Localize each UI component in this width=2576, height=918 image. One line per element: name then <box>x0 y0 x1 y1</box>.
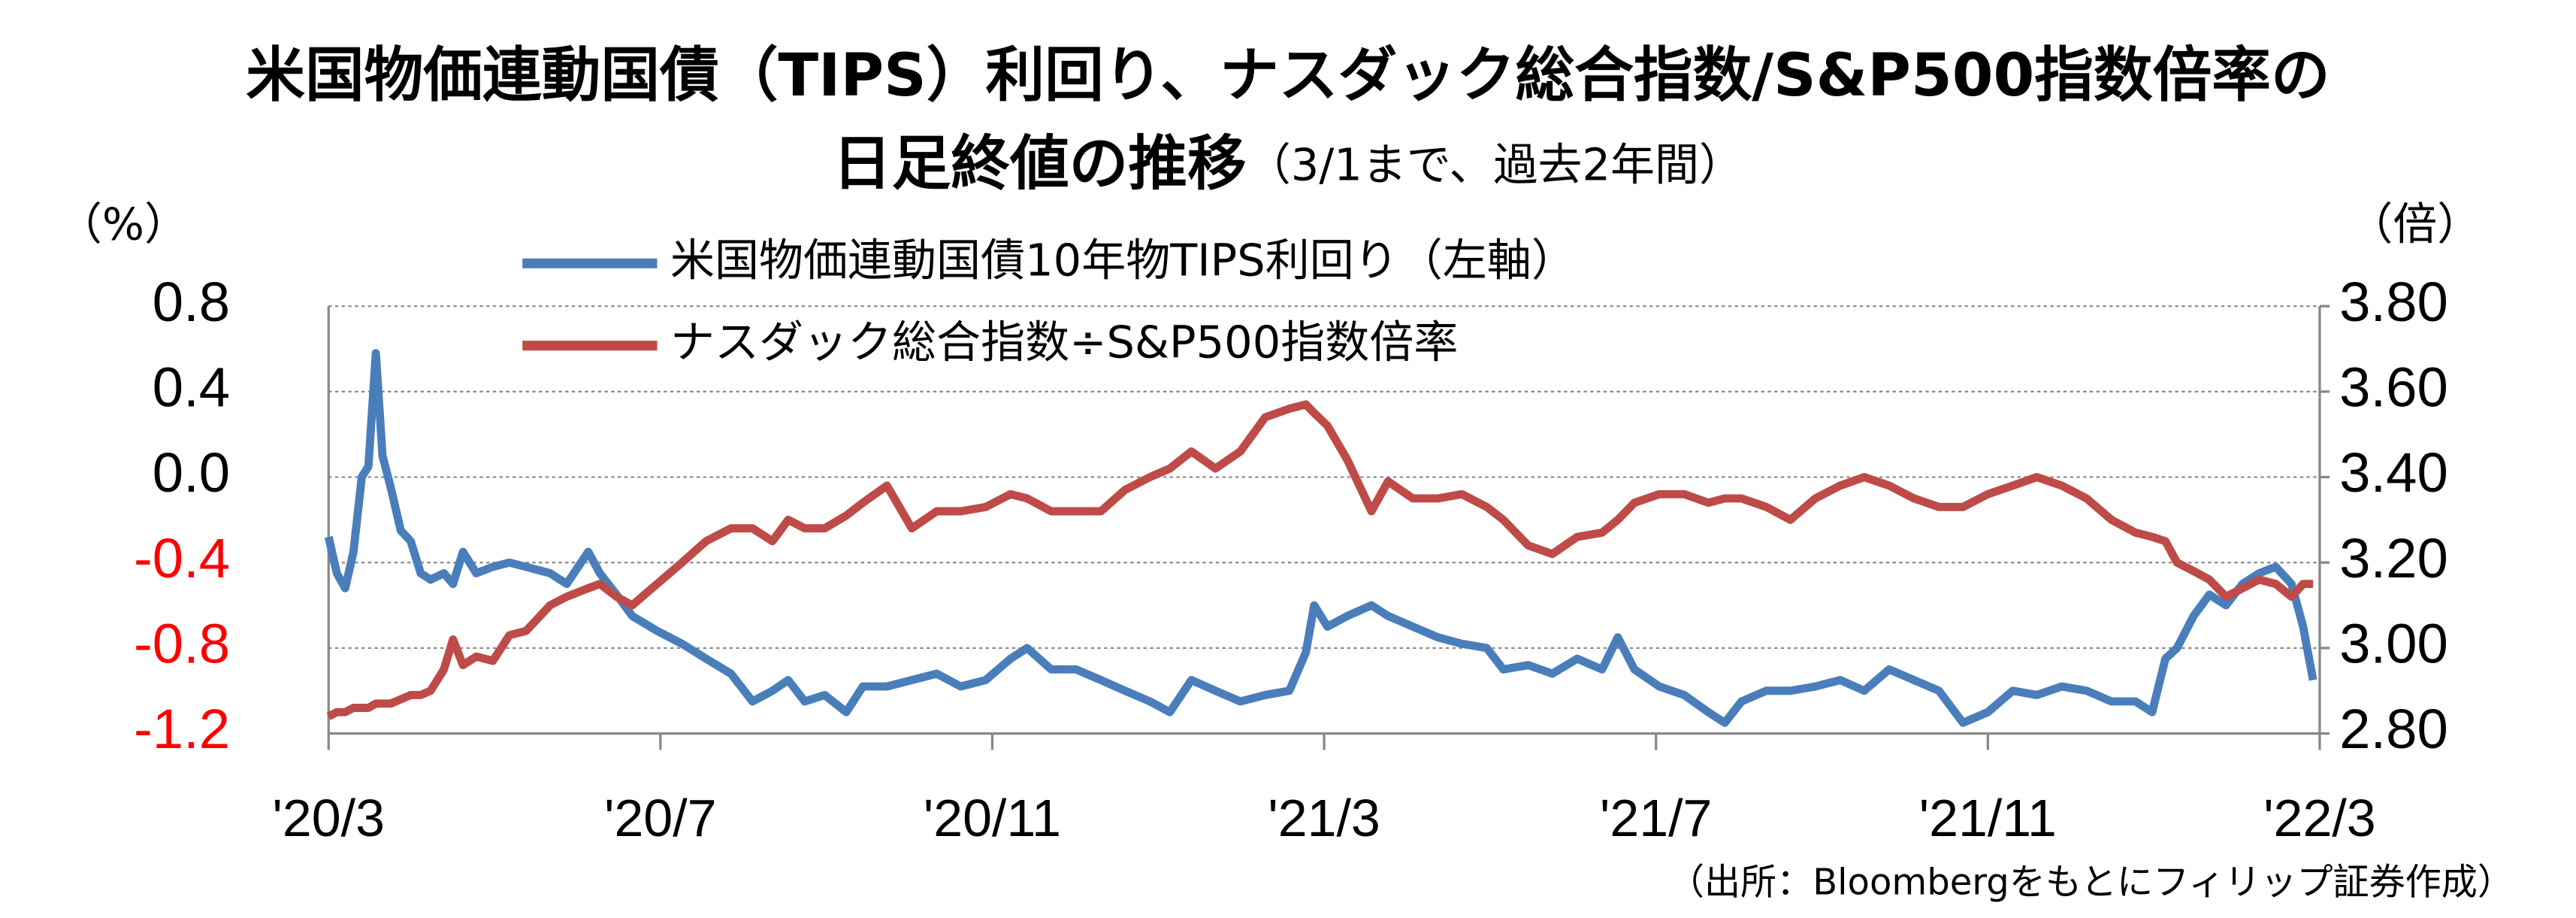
x-tick-label: '21/11 <box>1919 789 2057 847</box>
x-tick-label: '20/3 <box>273 789 385 847</box>
data-line <box>326 400 2314 720</box>
data-line <box>324 349 2317 727</box>
y-tick-label: -0.4 <box>134 527 230 589</box>
y2-axis-label: （倍） <box>2348 198 2481 250</box>
x-tick-label: '21/3 <box>1268 789 1380 847</box>
chart-title: 日足終値の推移 <box>833 129 1247 198</box>
y2-tick-label: 3.60 <box>2339 356 2448 419</box>
legend-label: 米国物価連動国債10年物TIPS利回り（左軸） <box>670 234 1576 286</box>
x-tick-label: '20/11 <box>924 789 1061 847</box>
x-tick-label: '20/7 <box>604 789 716 847</box>
y2-tick-label: 3.40 <box>2339 441 2448 504</box>
x-tick-label: '22/3 <box>2263 789 2375 847</box>
legend-label: ナスダック総合指数÷S&P500指数倍率 <box>670 317 1458 368</box>
chart-title-line2: 日足終値の推移（3/1まで、過去2年間） <box>833 129 1743 198</box>
y2-tick-label: 3.20 <box>2339 527 2448 589</box>
y-tick-label: 0.4 <box>153 356 230 419</box>
y2-tick-label: 2.80 <box>2339 698 2448 760</box>
chart-title: 米国物価連動国債（TIPS）利回り、ナスダック総合指数/S&P500指数倍率の <box>246 41 2330 110</box>
y-tick-label: 0.0 <box>153 441 230 504</box>
y-tick-label: -0.8 <box>134 613 230 675</box>
chart-subtitle: （3/1まで、過去2年間） <box>1247 139 1743 191</box>
y2-tick-label: 3.00 <box>2339 613 2448 675</box>
y-tick-label: 0.8 <box>153 271 230 333</box>
source-note: （出所：Bloombergをもとにフィリップ証券作成） <box>1668 862 2514 904</box>
y-axis-label: （%） <box>58 198 189 250</box>
y-tick-label: -1.2 <box>134 698 230 760</box>
x-tick-label: '21/7 <box>1600 789 1712 847</box>
y2-tick-label: 3.80 <box>2339 271 2448 333</box>
